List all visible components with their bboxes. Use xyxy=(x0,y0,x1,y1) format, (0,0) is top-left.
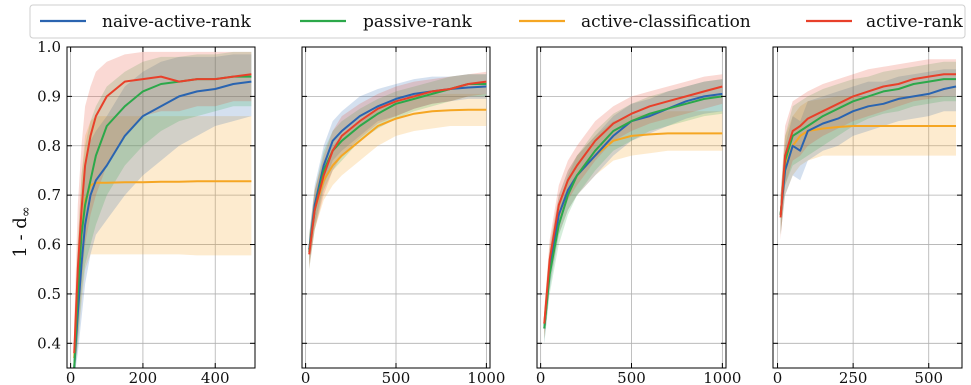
legend-item-active-rank: active-rank xyxy=(806,12,964,32)
plot-area xyxy=(73,51,252,368)
band-active-classification xyxy=(780,96,956,235)
axes-frame xyxy=(66,46,256,369)
y-axis-label-subscript: ∞ xyxy=(19,206,34,217)
band-active-rank xyxy=(544,74,723,339)
x-tick-label: 500 xyxy=(382,369,411,385)
legend-label-naive-active-rank: naive-active-rank xyxy=(102,12,251,32)
y-tick-label: 0.7 xyxy=(37,186,61,204)
y-tick-label: 0.8 xyxy=(37,137,61,155)
band-naive-active-rank xyxy=(544,79,723,344)
plot-area xyxy=(308,71,487,270)
legend-item-naive-active-rank: naive-active-rank xyxy=(40,12,251,32)
legend-item-active-classification: active-classification xyxy=(519,12,751,32)
axes-frame xyxy=(772,46,963,369)
x-tick-label: 0 xyxy=(66,369,76,385)
line-passive-rank xyxy=(779,78,956,215)
x-tick-label: 1000 xyxy=(703,369,741,385)
line-active-rank xyxy=(308,80,487,255)
line-active-rank xyxy=(779,73,956,218)
plot-area xyxy=(543,74,723,344)
band-active-rank xyxy=(780,59,956,240)
legend-frame xyxy=(29,4,966,39)
x-tick-label: 200 xyxy=(129,369,158,385)
band-naive-active-rank xyxy=(74,54,252,368)
plot-area xyxy=(779,59,957,240)
band-passive-rank xyxy=(780,61,956,235)
y-axis-label: 1 - d∞ xyxy=(10,206,34,257)
x-tick-label: 400 xyxy=(201,369,230,385)
band-passive-rank xyxy=(544,79,723,344)
x-tick-label: 1000 xyxy=(467,369,505,385)
x-tick-label: 0 xyxy=(301,369,311,385)
legend-label-passive-rank: passive-rank xyxy=(363,12,473,32)
line-passive-rank xyxy=(543,95,723,329)
y-tick-label: 0.5 xyxy=(37,285,61,303)
line-active-classification xyxy=(308,108,487,250)
band-active-classification xyxy=(74,116,252,368)
y-tick-label: 0.9 xyxy=(37,87,61,105)
x-tick-label: 500 xyxy=(914,369,943,385)
panel-1: 0 200 400 0.4 0.5 0.6 0.7 0.8 0.9 1.0 xyxy=(37,38,256,385)
y-tick-label: 0.6 xyxy=(37,236,61,254)
legend-item-passive-rank: passive-rank xyxy=(300,12,473,32)
band-passive-rank xyxy=(309,74,487,270)
y-tick-label: 1.0 xyxy=(37,38,61,56)
band-active-classification xyxy=(544,111,723,339)
panel-2: 0 500 1000 xyxy=(301,46,505,385)
legend: naive-active-rank passive-rank active-clas… xyxy=(29,4,966,39)
line-naive-active-rank xyxy=(543,92,723,329)
line-active-rank xyxy=(73,73,252,354)
y-tick-label: 0.4 xyxy=(37,334,61,352)
x-tick-label: 250 xyxy=(839,369,868,385)
line-naive-active-rank xyxy=(73,80,252,368)
band-passive-rank xyxy=(74,51,252,368)
x-tick-label: 500 xyxy=(617,369,646,385)
band-active-classification xyxy=(309,93,487,265)
band-active-rank xyxy=(74,51,252,368)
x-tick-label: 0 xyxy=(773,369,783,385)
line-naive-active-rank xyxy=(779,85,957,216)
x-tick-label: 0 xyxy=(536,369,546,385)
panels: 0 200 400 0.4 0.5 0.6 0.7 0.8 0.9 1.0 0 500 1000 0 500… xyxy=(37,38,963,385)
legend-label-active-classification: active-classification xyxy=(581,12,751,32)
legend-label-active-rank: active-rank xyxy=(866,12,964,32)
line-active-classification xyxy=(779,125,956,215)
panel-3: 0 500 1000 xyxy=(536,46,741,385)
line-active-rank xyxy=(543,85,723,324)
panel-4: 0 250 500 xyxy=(772,46,963,385)
